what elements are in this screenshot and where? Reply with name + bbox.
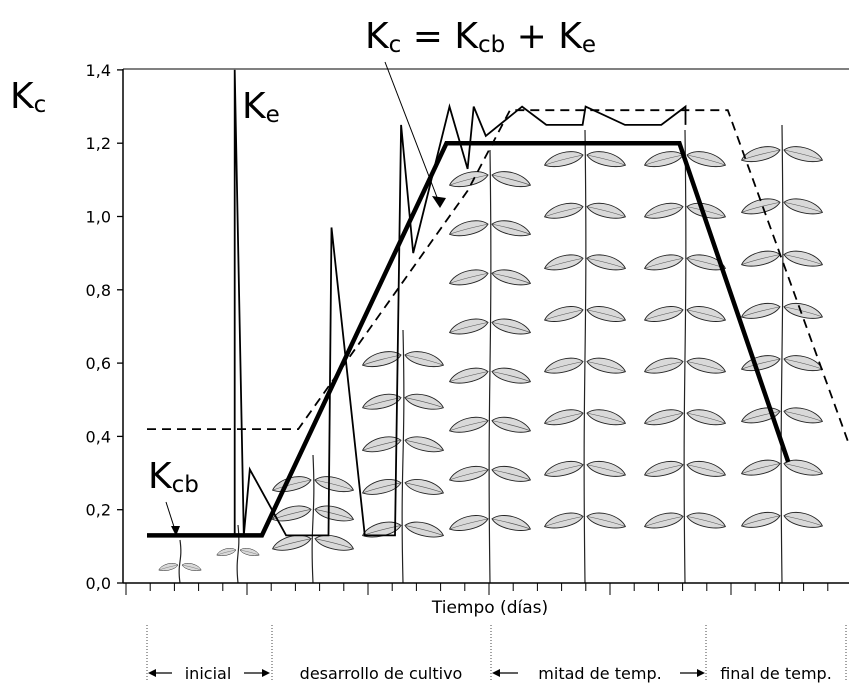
- stage-dividers: [146, 625, 847, 682]
- x-axis-title: Tiempo (días): [431, 598, 548, 618]
- stage-mitad: mitad de temp.: [538, 664, 661, 683]
- y-axis-title: Kc: [10, 76, 46, 118]
- stage-final: final de temp.: [720, 664, 832, 683]
- x-ticks: [125, 583, 829, 595]
- stage-labels: inicial desarrollo de cultivo mitad de t…: [148, 664, 832, 683]
- series-lines: [147, 69, 850, 538]
- y-tick-label: 1,0: [86, 208, 111, 227]
- plant: [447, 149, 533, 584]
- y-tick-label: 0,6: [86, 354, 111, 373]
- formula-label: Kc = Kcb + Ke: [365, 16, 596, 58]
- ke-label: Ke: [242, 86, 280, 128]
- plant: [542, 129, 628, 584]
- ke-line: [233, 69, 687, 537]
- plant-illustrations: [157, 124, 825, 584]
- plant: [739, 124, 825, 584]
- kc-line: [147, 109, 850, 445]
- plant: [215, 524, 261, 584]
- formula-pointer: [384, 61, 441, 206]
- y-tick-label: 0,4: [86, 427, 111, 446]
- kcb-label: Kcb: [148, 456, 199, 498]
- y-tick-label: 0,8: [86, 281, 111, 300]
- y-tick-label: 0,0: [86, 574, 111, 593]
- stage-inicial: inicial: [185, 664, 232, 683]
- plant: [157, 539, 203, 584]
- kcb-line: [147, 140, 791, 538]
- plant: [642, 129, 728, 584]
- stage-desarrollo: desarrollo de cultivo: [300, 664, 463, 683]
- plant: [360, 329, 446, 584]
- axes: [122, 68, 849, 584]
- y-tick-label: 1,4: [86, 61, 111, 80]
- y-tick-label: 0,2: [86, 501, 111, 520]
- plant: [270, 454, 356, 584]
- y-tick-label: 1,2: [86, 134, 111, 153]
- y-ticks: 0,0 0,2 0,4 0,6 0,8 1,0 1,2 1,4: [86, 61, 123, 593]
- kcb-pointer-head: [171, 526, 180, 536]
